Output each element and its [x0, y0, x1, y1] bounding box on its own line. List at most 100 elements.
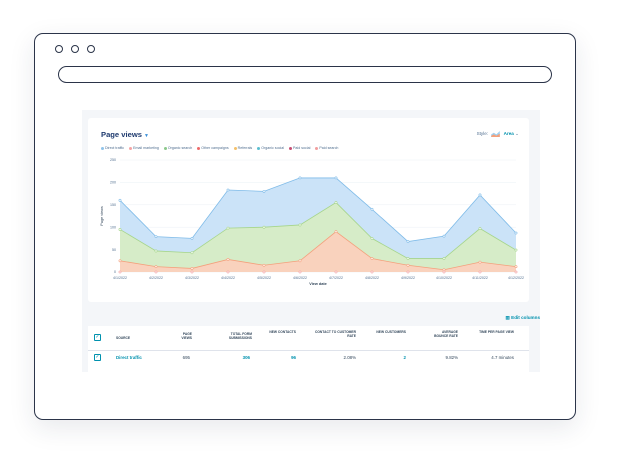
data-point: [370, 207, 374, 211]
chart-style-selector[interactable]: Style: Area ⌄: [477, 131, 519, 137]
legend-swatch: [315, 146, 319, 150]
legend-item[interactable]: Paid search: [315, 146, 338, 150]
chart-card: Page views ▼ Style: Area ⌄ Direct traffic…: [88, 118, 529, 302]
table-row[interactable]: ✓ Direct traffic 695 306 96 2.08% 2 9.82…: [88, 351, 529, 365]
x-tick-label: 4/8/2022: [365, 276, 379, 280]
data-table: ✓ SOURCE PAGE VIEWS TOTAL FORM SUBMISSIO…: [88, 326, 529, 372]
y-tick-label: 150: [110, 203, 116, 207]
y-tick-label: 100: [110, 225, 116, 229]
data-point: [154, 270, 158, 274]
area-chart-icon: [491, 131, 501, 137]
data-point: [154, 235, 158, 239]
data-point: [226, 188, 230, 192]
data-point: [442, 234, 446, 238]
data-point: [118, 198, 122, 202]
data-point: [478, 193, 482, 197]
col-page-views[interactable]: PAGE VIEWS: [181, 332, 192, 341]
report-title-dropdown[interactable]: Page views ▼: [101, 130, 149, 139]
y-tick-label: 200: [110, 181, 116, 185]
x-tick-label: 4/2/2022: [149, 276, 163, 280]
style-value: Area: [503, 131, 514, 137]
cell-new-contacts[interactable]: 96: [291, 355, 296, 360]
cell-source[interactable]: Direct traffic: [116, 355, 142, 360]
col-new-contacts[interactable]: NEW CONTACTS: [269, 330, 296, 334]
data-point: [118, 270, 122, 274]
data-point: [262, 263, 266, 267]
chevron-down-icon: ▼: [143, 133, 149, 139]
y-axis-label: Page views: [100, 206, 104, 226]
x-tick-label: 4/6/2022: [293, 276, 307, 280]
data-point: [478, 227, 482, 230]
x-tick-label: 4/7/2022: [329, 276, 343, 280]
data-point: [154, 249, 158, 253]
legend-item[interactable]: Direct traffic: [101, 146, 124, 150]
data-point: [370, 270, 374, 274]
col-contact-customer-rate[interactable]: CONTACT TO CUSTOMER RATE: [314, 330, 356, 339]
y-tick-label: 50: [112, 248, 116, 252]
legend-item[interactable]: Paid social: [289, 146, 310, 150]
data-point: [298, 270, 302, 274]
data-point: [226, 226, 230, 230]
window-minimize-dot[interactable]: [71, 45, 79, 53]
legend-label: Organic search: [167, 146, 193, 150]
x-axis-label: View date: [309, 282, 326, 286]
window-close-dot[interactable]: [55, 45, 63, 53]
cell-new-customers[interactable]: 2: [403, 355, 406, 360]
legend-swatch: [129, 146, 133, 150]
data-point: [406, 257, 410, 260]
data-point: [478, 260, 482, 264]
legend-swatch: [163, 146, 167, 150]
chevron-down-icon: ⌄: [515, 131, 519, 137]
col-bounce-rate[interactable]: AVERAGE BOUNCE RATE: [434, 330, 458, 339]
legend-label: Other campaigns: [201, 146, 229, 150]
legend-item[interactable]: Organic social: [257, 146, 284, 150]
data-point: [514, 231, 518, 235]
cell-contact-customer-rate: 2.08%: [343, 355, 356, 360]
row-checkbox[interactable]: ✓: [94, 354, 101, 361]
data-point: [262, 225, 266, 229]
legend-item[interactable]: Email marketing: [129, 146, 159, 150]
legend-swatch: [101, 146, 104, 150]
report-content: Page views ▼ Style: Area ⌄ Direct traffic…: [82, 110, 540, 372]
legend-label: Paid social: [293, 146, 311, 150]
edit-columns-button[interactable]: ▥ Edit columns: [506, 315, 540, 321]
window-maximize-dot[interactable]: [87, 45, 95, 53]
x-tick-label: 4/3/2022: [185, 276, 199, 280]
cell-page-views: 695: [182, 355, 190, 360]
legend-item[interactable]: Referrals: [233, 146, 252, 150]
col-form-submissions[interactable]: TOTAL FORM SUBMISSIONS: [228, 332, 252, 341]
data-point: [442, 270, 446, 274]
data-point: [442, 268, 446, 272]
cell-form-submissions[interactable]: 306: [242, 355, 250, 360]
x-tick-label: 4/9/2022: [401, 276, 415, 280]
data-point: [370, 237, 374, 240]
legend-label: Organic social: [261, 146, 284, 150]
col-source[interactable]: SOURCE: [116, 336, 131, 340]
x-tick-label: 4/12/2022: [508, 276, 524, 280]
data-point: [118, 228, 122, 231]
legend-item[interactable]: Other campaigns: [197, 146, 229, 150]
data-point: [514, 248, 518, 252]
data-point: [226, 270, 230, 274]
col-time-per-page[interactable]: TIME PER PAGE VIEW: [479, 330, 514, 334]
legend-label: Paid search: [319, 146, 339, 150]
legend-swatch: [289, 146, 292, 150]
data-point: [514, 270, 518, 274]
legend-swatch: [233, 146, 237, 150]
edit-columns-label: Edit columns: [511, 315, 540, 320]
address-bar[interactable]: [58, 66, 552, 83]
select-all-checkbox[interactable]: ✓: [94, 334, 101, 341]
data-point: [334, 270, 338, 274]
data-point: [298, 223, 302, 227]
area-series: [120, 202, 516, 270]
series-line: [119, 177, 517, 242]
data-point: [442, 257, 446, 260]
legend-item[interactable]: Organic search: [163, 146, 193, 150]
data-point: [334, 201, 338, 204]
y-tick-label: 0: [114, 270, 116, 274]
x-tick-label: 4/4/2022: [221, 276, 235, 280]
legend-swatch: [257, 146, 261, 150]
series-line: [119, 202, 517, 259]
data-point: [262, 270, 266, 274]
col-new-customers[interactable]: NEW CUSTOMERS: [376, 330, 406, 334]
